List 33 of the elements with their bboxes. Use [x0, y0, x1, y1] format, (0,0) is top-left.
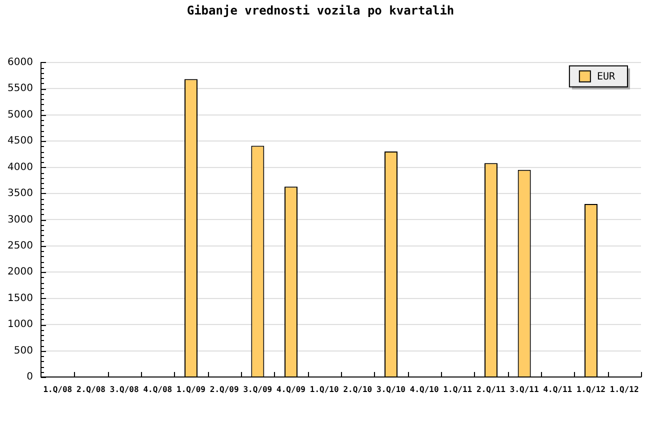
y-tick-label: 1500 — [8, 292, 33, 304]
y-tick-label: 5500 — [8, 83, 33, 94]
x-tick-label: 1.Q/09 — [176, 384, 206, 394]
x-tick-label: 1.Q/11 — [443, 384, 472, 394]
x-tick-label: 1.Q/12 — [576, 384, 606, 394]
y-tick-label: 3500 — [8, 188, 33, 200]
y-tick-label: 4000 — [8, 162, 33, 173]
y-tick-label: 4500 — [8, 136, 33, 147]
x-tick-label: 2.Q/10 — [343, 384, 372, 394]
y-tick-label: 1000 — [8, 319, 33, 330]
x-tick-label: 2.Q/11 — [476, 384, 506, 394]
y-tick-label: 2000 — [8, 266, 33, 278]
y-tick-label: 2500 — [8, 240, 33, 252]
x-tick-label: 2.Q/08 — [76, 384, 106, 394]
x-tick-label: 4.Q/08 — [143, 384, 172, 394]
y-tick-label: 3000 — [8, 214, 33, 226]
x-tick-label: 4.Q/09 — [276, 384, 306, 394]
x-tick-label: 1.Q/10 — [310, 384, 339, 394]
x-tick-label: 4.Q/10 — [410, 384, 439, 394]
y-tick-label: 5000 — [8, 109, 33, 120]
x-tick-label: 2.Q/09 — [210, 384, 239, 394]
x-tick-label: 3.Q/11 — [510, 384, 539, 394]
x-tick-label: 4.Q/11 — [543, 384, 572, 394]
x-tick-label: 3.Q/10 — [376, 384, 406, 394]
x-tick-label: 3.Q/08 — [110, 384, 139, 394]
y-tick-label: 0 — [26, 372, 33, 383]
y-tick-label: 6000 — [8, 56, 33, 68]
x-tick-label: 1.Q/08 — [43, 384, 72, 394]
y-tick-label: 500 — [14, 345, 33, 356]
legend-label: EUR — [596, 71, 616, 82]
chart-title: Gibanje vrednosti vozila po kvartalih — [186, 3, 454, 18]
x-tick-label: 3.Q/09 — [243, 384, 272, 394]
x-tick-label: 1.Q/12 — [610, 384, 639, 394]
